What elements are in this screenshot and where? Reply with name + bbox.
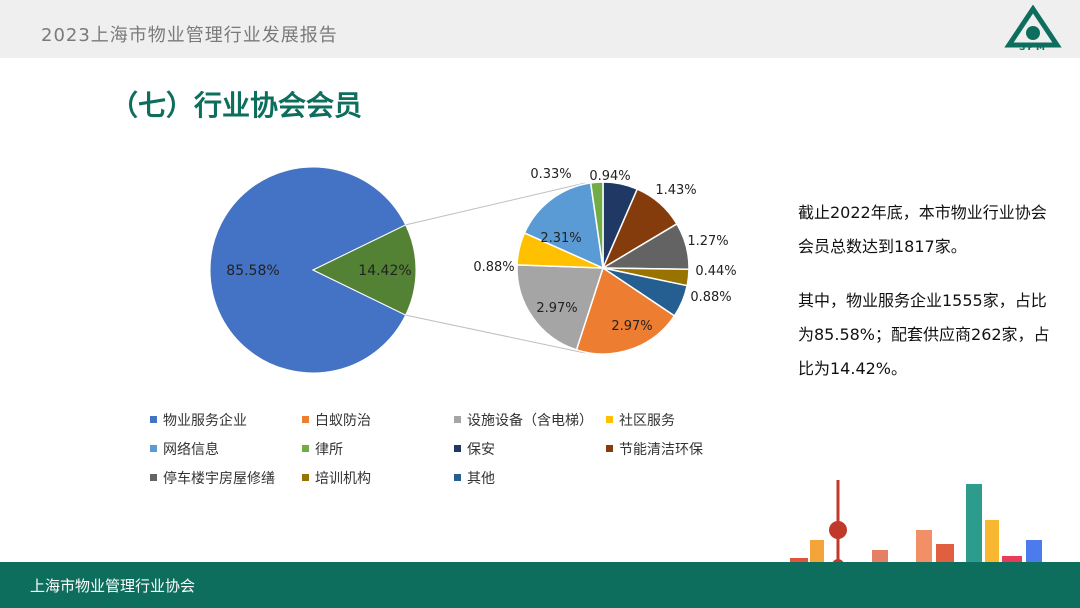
description-paragraph-1: 截止2022年底，本市物业行业协会会员总数达到1817家。 bbox=[798, 203, 1047, 256]
sub-pie-slice bbox=[516, 264, 605, 351]
sub-pie-label: 0.88% bbox=[690, 290, 731, 305]
legend-swatch bbox=[302, 416, 309, 423]
description-text: 截止2022年底，本市物业行业协会会员总数达到1817家。 其中，物业服务企业1… bbox=[798, 196, 1058, 406]
description-paragraph-2: 其中，物业服务企业1555家，占比为85.58%；配套供应商262家，占比为14… bbox=[798, 291, 1050, 378]
section-title: （七）行业协会会员 bbox=[110, 89, 363, 122]
legend-item: 停车楼宇房屋修缮 bbox=[150, 468, 275, 488]
legend-item: 节能清洁环保 bbox=[606, 439, 703, 459]
footer-bar: 上海市物业管理行业协会 bbox=[0, 562, 1080, 608]
legend-item: 其他 bbox=[454, 468, 495, 488]
legend-swatch bbox=[150, 474, 157, 481]
legend-label: 白蚁防治 bbox=[315, 413, 371, 429]
sub-pie-label: 0.94% bbox=[589, 169, 630, 184]
sub-pie-slice bbox=[589, 181, 604, 269]
spm-logo-icon bbox=[1004, 5, 1062, 48]
sub-pie-slice bbox=[575, 266, 676, 355]
footer-text: 上海市物业管理行业协会 bbox=[30, 577, 196, 595]
sub-pie-label: 2.97% bbox=[611, 319, 652, 334]
legend-item: 白蚁防治 bbox=[302, 410, 371, 430]
connector-line bbox=[405, 314, 586, 354]
sub-pie-label: 0.88% bbox=[473, 260, 514, 275]
legend-label: 物业服务企业 bbox=[163, 413, 247, 429]
legend-label: 网络信息 bbox=[163, 442, 219, 458]
legend-swatch bbox=[302, 445, 309, 452]
legend-item: 律所 bbox=[302, 439, 343, 459]
legend-item: 物业服务企业 bbox=[150, 410, 247, 430]
legend-swatch bbox=[150, 445, 157, 452]
legend-item: 网络信息 bbox=[150, 439, 219, 459]
legend-item: 设施设备（含电梯） bbox=[454, 410, 593, 430]
pie-of-pie-chart: 85.58% 14.42% 0.94% 1.43% 1.27% 0.44% 0.88% 2.9… bbox=[209, 166, 737, 374]
header-bar: 2023上海市物业管理行业发展报告 bbox=[0, 0, 1080, 58]
legend-label: 培训机构 bbox=[315, 471, 371, 487]
legend-item: 保安 bbox=[454, 439, 495, 459]
legend-item: 社区服务 bbox=[606, 410, 675, 430]
sub-pie-label: 0.33% bbox=[530, 167, 571, 182]
legend-label: 设施设备（含电梯） bbox=[467, 413, 593, 429]
sub-pie-label: 0.44% bbox=[695, 264, 736, 279]
legend-swatch bbox=[454, 474, 461, 481]
legend-item: 培训机构 bbox=[302, 468, 371, 488]
legend-label: 社区服务 bbox=[619, 413, 675, 429]
legend-swatch bbox=[302, 474, 309, 481]
legend-label: 其他 bbox=[467, 471, 495, 487]
legend-swatch bbox=[454, 445, 461, 452]
report-title: 2023上海市物业管理行业发展报告 bbox=[41, 25, 338, 46]
sub-pie-label: 1.43% bbox=[655, 183, 696, 198]
legend-swatch bbox=[454, 416, 461, 423]
logo-text: SPM bbox=[1018, 43, 1048, 53]
legend-swatch bbox=[606, 445, 613, 452]
main-pie-slice-suppliers bbox=[311, 224, 417, 316]
legend-label: 律所 bbox=[315, 442, 343, 458]
legend-label: 节能清洁环保 bbox=[619, 442, 703, 458]
sub-pie-label: 2.97% bbox=[536, 301, 577, 316]
connector-line bbox=[405, 182, 586, 226]
main-pie-slice-property-service bbox=[209, 166, 407, 374]
legend-label: 停车楼宇房屋修缮 bbox=[163, 471, 275, 487]
main-pie-label: 85.58% bbox=[226, 263, 279, 279]
main-pie-label: 14.42% bbox=[358, 263, 411, 279]
sub-pie-label: 1.27% bbox=[687, 234, 728, 249]
sub-pie-slice bbox=[523, 182, 604, 270]
legend-swatch bbox=[150, 416, 157, 423]
sub-pie-label: 2.31% bbox=[540, 231, 581, 246]
legend-label: 保安 bbox=[467, 442, 495, 458]
legend-swatch bbox=[606, 416, 613, 423]
